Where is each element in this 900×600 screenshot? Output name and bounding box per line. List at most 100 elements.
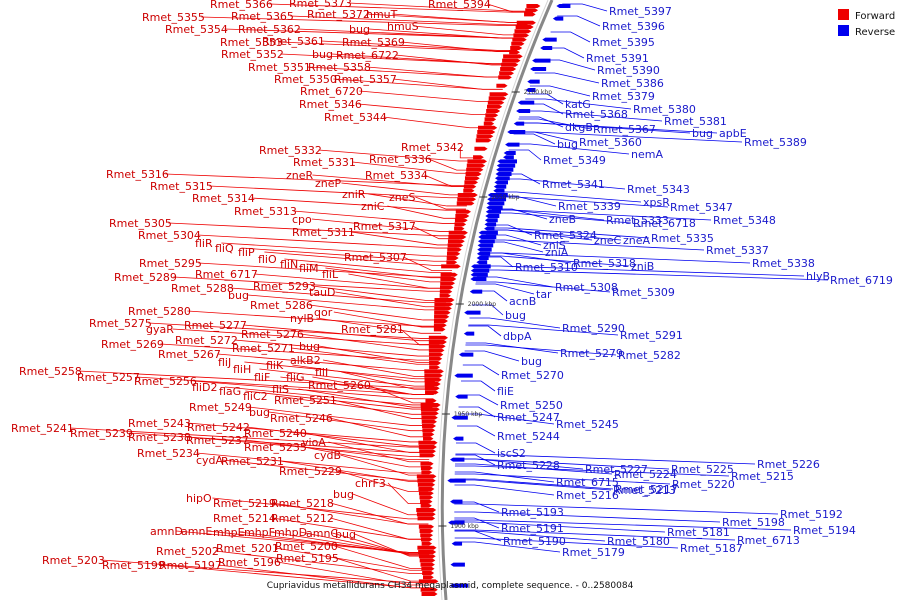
forward-connector — [340, 454, 429, 476]
forward-gene-arrow — [511, 41, 525, 46]
forward-gene-label: fliS — [272, 383, 289, 396]
reverse-gene-arrow — [447, 478, 466, 483]
forward-gene-label: cpo — [292, 213, 312, 226]
forward-gene-label: Rmet_5286 — [250, 299, 313, 312]
reverse-connector — [455, 442, 496, 454]
reverse-connector — [454, 503, 779, 515]
forward-gene-arrow — [503, 54, 523, 59]
reverse-connector — [454, 484, 555, 496]
forward-gene-arrow — [428, 348, 445, 353]
forward-gene-label: vioA — [302, 436, 326, 449]
reverse-connector — [469, 317, 561, 329]
reverse-connector — [465, 342, 559, 354]
forward-gene-label: Rmet_5289 — [114, 271, 177, 284]
forward-gene-arrow — [486, 109, 501, 113]
forward-gene-label: Rmet_5257 — [77, 371, 140, 384]
forward-gene-label: Rmet_5275 — [89, 317, 152, 330]
forward-gene-label: Rmet_5365 — [231, 10, 294, 23]
legend: Forward Reverse — [838, 9, 895, 38]
forward-gene-label: mhpF — [244, 526, 275, 539]
forward-gene-arrow — [513, 33, 529, 38]
forward-gene-label: Rmet_5214 — [213, 512, 276, 525]
reverse-gene-label: Rmet_5191 — [501, 522, 564, 535]
reverse-connector — [550, 31, 591, 43]
forward-gene-label: Rmet_5218 — [271, 497, 334, 510]
forward-gene-label: fliN — [280, 258, 298, 271]
reverse-gene-arrow — [486, 201, 505, 206]
reverse-gene-label: Rmet_5193 — [501, 506, 564, 519]
reverse-connector — [454, 530, 606, 542]
forward-gene-label: Rmet_5311 — [292, 226, 355, 239]
forward-gene-label: Rmet_5315 — [150, 180, 213, 193]
forward-gene-arrow — [502, 58, 521, 63]
legend-swatch-forward — [838, 9, 849, 20]
forward-gene-label: Rmet_5305 — [109, 217, 172, 230]
reverse-gene-arrow — [476, 260, 488, 265]
forward-gene-label: bug — [299, 340, 320, 353]
forward-gene-arrow — [448, 235, 467, 239]
forward-connector — [221, 242, 456, 257]
reverse-gene-label: Rmet_5381 — [664, 115, 727, 128]
forward-gene-label: Rmet_5246 — [270, 412, 333, 425]
forward-gene-label: Rmet_5313 — [234, 205, 297, 218]
reverse-gene-arrow — [485, 214, 500, 218]
forward-gene-label: Rmet_5372 — [307, 8, 370, 21]
forward-connector — [330, 502, 429, 525]
forward-gene-label: Rmet_5229 — [279, 465, 342, 478]
reverse-connector — [457, 413, 555, 425]
forward-gene-label: Rmet_6717 — [195, 268, 258, 281]
reverse-gene-label: bug — [557, 138, 578, 151]
forward-gene-arrow — [457, 193, 478, 197]
forward-gene-label: Rmet_5342 — [401, 141, 464, 154]
reverse-connector — [455, 454, 496, 466]
reverse-gene-label: Rmet_5389 — [744, 136, 807, 149]
forward-gene-arrow — [456, 201, 475, 206]
forward-gene-arrow — [483, 121, 495, 126]
reverse-gene-label: Rmet_5194 — [793, 524, 856, 537]
forward-gene-arrow — [417, 545, 437, 550]
forward-gene-label: Rmet_5195 — [276, 552, 339, 565]
reverse-gene-arrow — [450, 499, 463, 504]
reverse-gene-label: Rmet_5213 — [613, 484, 676, 497]
scale-tick-label: 2050 kbp — [491, 194, 519, 201]
reverse-gene-label: katG — [565, 98, 591, 111]
forward-gene-label: gyaR — [146, 323, 174, 336]
forward-gene-arrow — [512, 37, 527, 42]
legend-label-reverse: Reverse — [855, 27, 895, 38]
reverse-gene-label: Rmet_5198 — [722, 516, 785, 529]
reverse-gene-label: Rmet_5180 — [607, 535, 670, 548]
forward-gene-arrow — [488, 96, 507, 101]
forward-gene-arrow — [509, 50, 520, 55]
reverse-gene-arrow — [494, 180, 508, 185]
forward-gene-label: Rmet_5256 — [134, 375, 197, 388]
forward-gene-label: fliI — [315, 366, 328, 379]
forward-gene-label: hmuS — [387, 20, 419, 33]
forward-gene-label: Rmet_5373 — [289, 0, 352, 10]
reverse-gene-label: zniS — [543, 239, 566, 252]
reverse-connector — [462, 364, 500, 376]
reverse-gene-label: Rmet_5217 — [615, 483, 678, 496]
reverse-gene-arrow — [478, 235, 497, 239]
forward-gene-label: cydB — [314, 449, 341, 462]
reverse-gene-arrow — [513, 121, 525, 126]
reverse-gene-label: Rmet_5215 — [731, 470, 794, 483]
reverse-connector — [534, 72, 600, 84]
forward-gene-arrow — [446, 260, 458, 265]
reverse-gene-label: Rmet_5309 — [612, 286, 675, 299]
forward-gene-arrow — [434, 306, 452, 311]
forward-gene-label: Rmet_5355 — [142, 11, 205, 24]
forward-gene-arrow — [496, 83, 508, 88]
forward-gene-arrow — [440, 272, 458, 277]
reverse-gene-arrow — [497, 159, 518, 164]
forward-gene-label: Rmet_5272 — [175, 334, 238, 347]
forward-gene-arrow — [424, 377, 442, 382]
reverse-gene-labels: Rmet_5397Rmet_5396Rmet_5395Rmet_5391Rmet… — [497, 5, 893, 559]
forward-gene-label: tauD — [309, 286, 336, 299]
reverse-gene-arrow — [451, 541, 463, 546]
forward-gene-label: cydA — [196, 454, 224, 467]
reverse-connector — [557, 15, 601, 27]
map-title: Cupriavidus metallidurans CH34 megaplasm… — [267, 581, 634, 591]
reverse-connector — [468, 325, 502, 337]
reverse-gene-arrow — [477, 243, 494, 248]
forward-gene-label: amnD — [150, 525, 183, 538]
